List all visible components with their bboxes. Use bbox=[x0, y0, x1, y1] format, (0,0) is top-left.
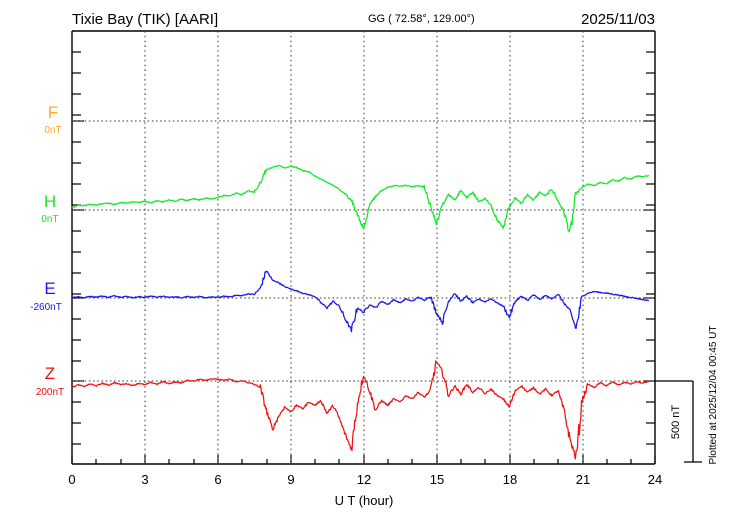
station-title: Tixie Bay (TIK) [AARI] bbox=[72, 11, 218, 28]
component-label-F: F bbox=[48, 103, 58, 122]
trace-Z bbox=[71, 360, 649, 460]
plotted-timestamp: Plotted at 2025/12/04 00:45 UT bbox=[708, 326, 719, 465]
x-tick-9: 9 bbox=[287, 472, 294, 487]
observation-date: 2025/11/03 bbox=[581, 11, 655, 28]
component-baseline-E: -260nT bbox=[30, 302, 62, 313]
x-tick-15: 15 bbox=[430, 472, 444, 487]
component-baseline-Z: 200nT bbox=[36, 387, 64, 398]
x-tick-0: 0 bbox=[68, 472, 75, 487]
x-tick-18: 18 bbox=[503, 472, 517, 487]
scale-bar bbox=[655, 380, 702, 463]
vertical-gridlines bbox=[144, 31, 584, 464]
component-legend: F 0nT H 0nT E -260nT Z 200nT bbox=[30, 103, 64, 398]
trace-layer bbox=[71, 164, 649, 460]
x-tick-6: 6 bbox=[214, 472, 221, 487]
component-label-H: H bbox=[44, 192, 56, 211]
component-label-E: E bbox=[44, 279, 55, 298]
component-baseline-F: 0nT bbox=[44, 125, 61, 136]
trace-H bbox=[71, 164, 649, 233]
trace-E bbox=[71, 270, 649, 333]
component-label-Z: Z bbox=[45, 364, 55, 383]
x-tick-labels: 0 3 6 9 12 15 18 21 24 bbox=[68, 472, 662, 487]
x-tick-12: 12 bbox=[357, 472, 371, 487]
x-tick-21: 21 bbox=[576, 472, 590, 487]
x-tick-24: 24 bbox=[648, 472, 662, 487]
scale-bar-label: 500 nT bbox=[670, 405, 682, 440]
x-axis-title: U T (hour) bbox=[335, 493, 394, 508]
x-tick-3: 3 bbox=[141, 472, 148, 487]
geographic-coordinates: GG ( 72.58°, 129.00°) bbox=[368, 13, 475, 25]
component-baselines bbox=[72, 120, 655, 382]
component-baseline-H: 0nT bbox=[41, 214, 58, 225]
